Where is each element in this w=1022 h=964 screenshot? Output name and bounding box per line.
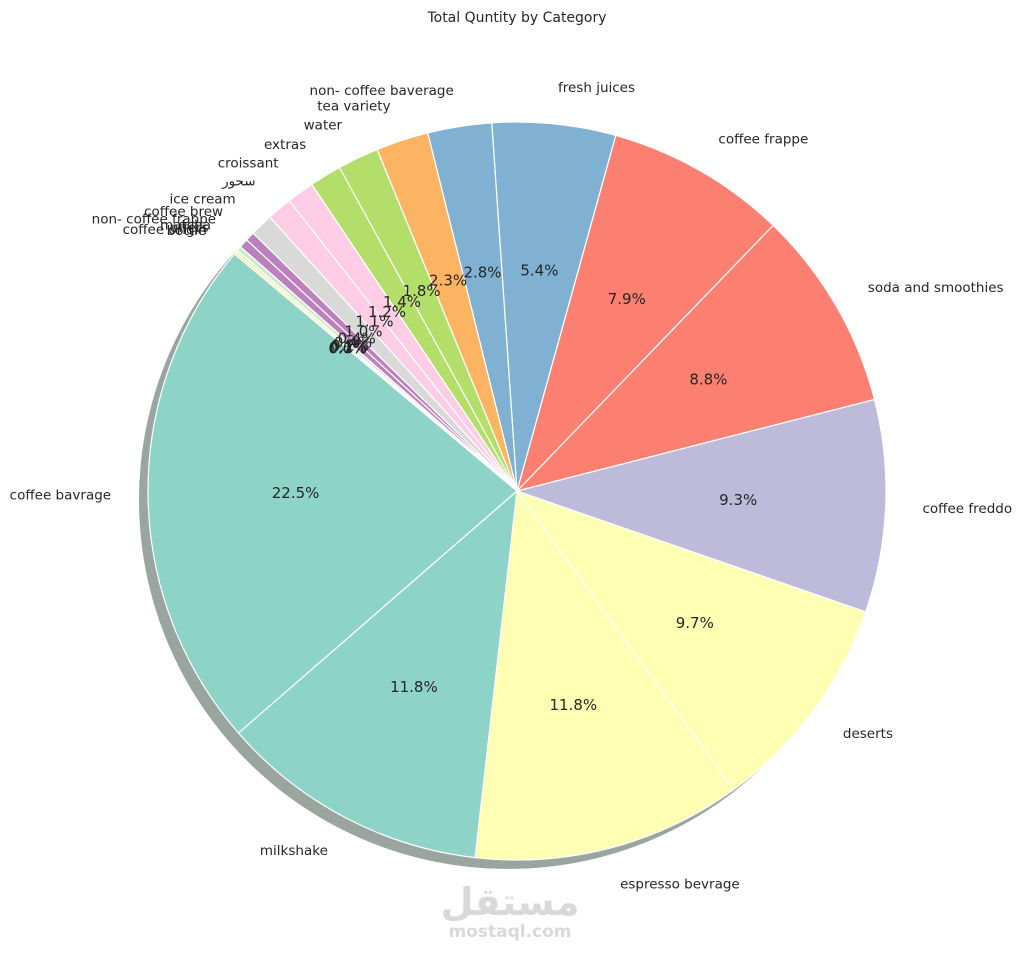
slice-category-label: extras xyxy=(264,137,306,153)
slice-percent-label: 9.3% xyxy=(719,491,757,509)
slice-category-label: soda and smoothies xyxy=(868,280,1004,296)
slice-category-label: non- coffee frappe xyxy=(92,212,216,228)
slice-percent-label: 8.8% xyxy=(689,371,727,389)
category-labels: coffee bavrage milkshake espresso bevrage d… xyxy=(10,80,1012,892)
slice-category-label: tea variety xyxy=(317,98,390,114)
slice-percent-label: 0.0% xyxy=(328,340,366,358)
slice-percent-label: 0.2% xyxy=(331,337,369,355)
slice-percent-label: 0.1% xyxy=(330,338,368,356)
pie-slice xyxy=(516,134,774,492)
slice-percent-label: 2.8% xyxy=(463,263,501,281)
chart-title: Total Quntity by Category xyxy=(426,10,606,26)
pie-slice xyxy=(237,489,518,859)
slice-percent-label: 9.7% xyxy=(676,614,714,632)
slice-percent-label: 0.4% xyxy=(338,329,376,347)
slice-category-label: milkshake xyxy=(260,843,328,859)
percent-labels: 22.5% 11.8% 11.8% 9.7% 9.3% 8.8% 7.9% 5.4% 2.8%2… xyxy=(272,262,757,714)
pie-slice xyxy=(515,489,867,791)
slice-category-label: matcha xyxy=(160,217,211,233)
slice-category-label: fresh juices xyxy=(558,80,635,96)
slice-percent-label: 2.3% xyxy=(429,272,467,290)
slice-category-label: bottle xyxy=(167,223,206,239)
watermark-text: mostaql.com xyxy=(448,922,572,942)
slice-category-label: ice cream xyxy=(170,191,236,207)
slice-category-label: coffee origin xyxy=(123,222,207,238)
slice-percent-label: 1.0% xyxy=(344,322,382,340)
pie-slice xyxy=(514,398,887,613)
slice-percent-label: 1.4% xyxy=(383,293,421,311)
pie-slice xyxy=(474,489,735,861)
pie-slice xyxy=(233,251,518,492)
slice-category-label: سحور xyxy=(221,174,256,190)
slice-category-label: espresso bevrage xyxy=(620,877,740,893)
slice-category-label: offers xyxy=(170,220,208,236)
slice-percent-label: 1.8% xyxy=(403,282,441,300)
slice-category-label: water xyxy=(304,118,343,134)
slice-percent-label: 1.1% xyxy=(355,313,393,331)
slice-category-label: coffee bavrage xyxy=(10,488,111,504)
slice-percent-label: 22.5% xyxy=(272,484,320,502)
slice-percent-label: 11.8% xyxy=(390,678,438,696)
slice-category-label: deserts xyxy=(843,726,893,742)
watermark: مستقل mostaql.com xyxy=(420,882,600,942)
slice-percent-label: 11.8% xyxy=(549,696,597,714)
watermark-logo: مستقل xyxy=(440,880,580,924)
slice-percent-label: 5.4% xyxy=(520,262,558,280)
slice-category-label: non- coffee baverage xyxy=(310,83,454,99)
pie-slice xyxy=(147,252,518,734)
slice-percent-label: 0.1% xyxy=(329,339,367,357)
pie-slice xyxy=(515,224,876,493)
slice-category-label: coffee brew xyxy=(144,204,223,220)
slice-percent-label: 0.4% xyxy=(334,333,372,351)
pie-slices xyxy=(147,121,887,861)
slice-percent-label: 1.2% xyxy=(368,303,406,321)
slice-category-label: coffee freddo xyxy=(923,501,1013,517)
slice-category-label: croissant xyxy=(218,156,279,172)
slice-percent-label: 7.9% xyxy=(608,290,646,308)
slice-category-label: coffee frappe xyxy=(718,132,808,148)
